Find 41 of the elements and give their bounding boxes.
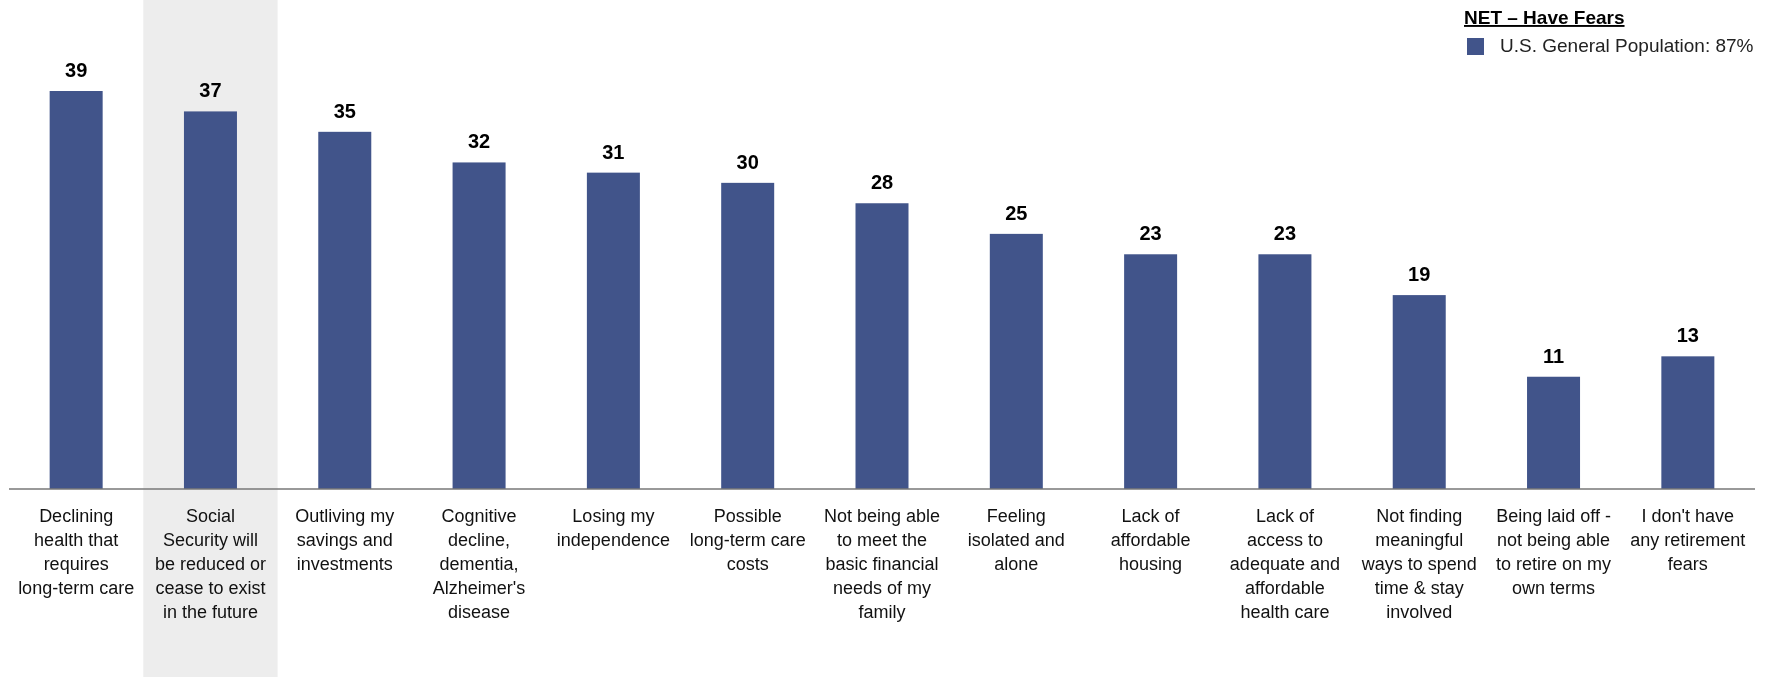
data-label: 25 bbox=[1005, 201, 1028, 224]
bar bbox=[586, 172, 640, 489]
bar bbox=[1124, 254, 1178, 489]
data-label: 32 bbox=[467, 130, 491, 153]
bar bbox=[183, 111, 237, 489]
x-tick-label: Lack of access to adequate and affordable health care bbox=[1229, 506, 1340, 622]
data-label: 23 bbox=[1273, 222, 1297, 245]
x-tick-label: Not being able to meet the basic financial needs of my family bbox=[823, 506, 941, 622]
x-tick-label: Social Security will be reduced or cease to exist in the future bbox=[154, 506, 266, 622]
x-tick-label: Lack of affordable housing bbox=[1110, 506, 1191, 574]
x-tick-label: Losing my independence bbox=[556, 506, 670, 550]
legend-title: NET – Have Fears bbox=[1464, 7, 1625, 28]
data-label: 11 bbox=[1542, 344, 1565, 367]
x-tick-label: Being laid off - not being able to retire on my own terms bbox=[1496, 506, 1612, 598]
data-label: 35 bbox=[333, 99, 356, 122]
bar bbox=[855, 203, 909, 489]
bar bbox=[318, 131, 372, 489]
bar bbox=[1392, 295, 1446, 489]
data-label: 19 bbox=[1408, 263, 1431, 286]
data-label: 31 bbox=[602, 140, 625, 163]
legend-label: U.S. General Population: 87% bbox=[1500, 35, 1754, 56]
x-tick-label: Declining health that requires long-term care bbox=[18, 506, 135, 598]
data-label: 13 bbox=[1676, 324, 1699, 347]
x-tick-label: Feeling isolated and alone bbox=[967, 506, 1065, 574]
data-label: 28 bbox=[870, 171, 894, 194]
bar bbox=[721, 182, 775, 489]
bar bbox=[1527, 376, 1581, 489]
data-label: 23 bbox=[1139, 222, 1162, 245]
x-tick-label: Cognitive decline, dementia, Alzheimer's disease bbox=[432, 506, 526, 622]
x-tick-label: I don't have any retirement fears bbox=[1630, 506, 1746, 574]
bar bbox=[452, 162, 506, 489]
x-tick-label: Outliving my savings and investments bbox=[295, 506, 395, 574]
bar bbox=[1661, 356, 1715, 489]
x-tick-label: Not finding meaningful ways to spend time & stay involved bbox=[1360, 506, 1477, 622]
data-label: 37 bbox=[199, 79, 222, 102]
bar bbox=[49, 91, 103, 489]
data-label: 39 bbox=[65, 59, 88, 81]
x-tick-label: Possible long-term care costs bbox=[689, 506, 806, 574]
data-label: 30 bbox=[736, 150, 759, 173]
bar bbox=[1258, 254, 1312, 489]
bar bbox=[989, 233, 1043, 489]
